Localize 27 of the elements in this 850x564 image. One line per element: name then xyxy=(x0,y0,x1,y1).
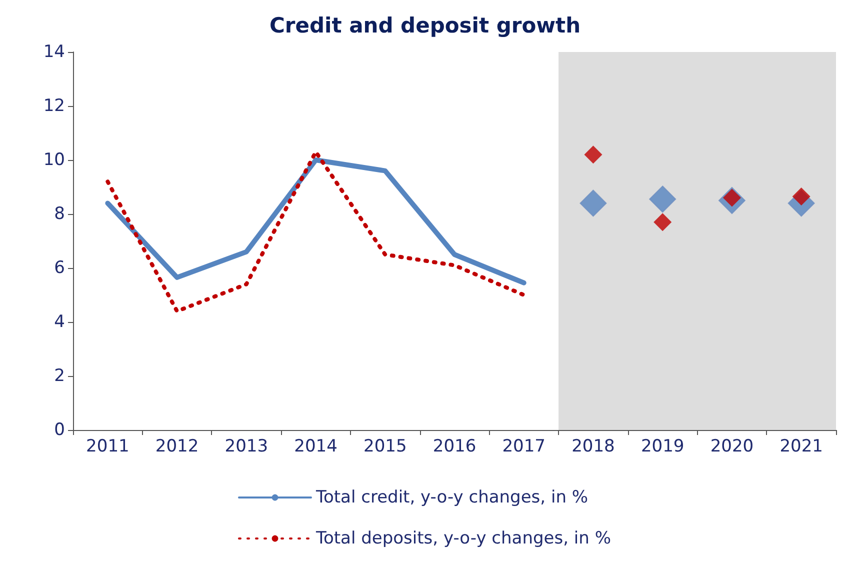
legend-label: Total deposits, y-o-y changes, in % xyxy=(315,528,611,548)
x-tick-label: 2021 xyxy=(780,436,823,456)
y-tick-label: 14 xyxy=(43,42,65,62)
y-tick-label: 8 xyxy=(54,204,65,224)
chart-title: Credit and deposit growth xyxy=(269,14,581,38)
point xyxy=(649,186,676,213)
y-tick-label: 12 xyxy=(43,96,65,116)
x-tick-label: 2012 xyxy=(155,436,199,456)
x-tick-label: 2013 xyxy=(224,436,268,456)
x-tick-label: 2020 xyxy=(710,436,754,456)
x-tick-label: 2018 xyxy=(572,436,615,456)
y-tick-label: 6 xyxy=(54,258,65,278)
y-tick-label: 0 xyxy=(54,420,65,440)
y-tick-label: 10 xyxy=(43,150,65,170)
x-tick-label: 2011 xyxy=(86,436,130,456)
y-tick-label: 2 xyxy=(54,366,65,386)
y-tick-label: 4 xyxy=(54,312,65,332)
point xyxy=(584,146,602,164)
x-tick-label: 2014 xyxy=(294,436,338,456)
x-tick-label: 2017 xyxy=(502,436,546,456)
legend-label: Total credit, y-o-y changes, in % xyxy=(315,488,588,508)
x-tick-label: 2019 xyxy=(640,436,684,456)
line-series xyxy=(106,150,526,314)
x-tick-label: 2015 xyxy=(364,436,407,456)
point xyxy=(654,213,672,232)
point xyxy=(580,190,607,217)
x-tick-label: 2016 xyxy=(432,436,476,456)
